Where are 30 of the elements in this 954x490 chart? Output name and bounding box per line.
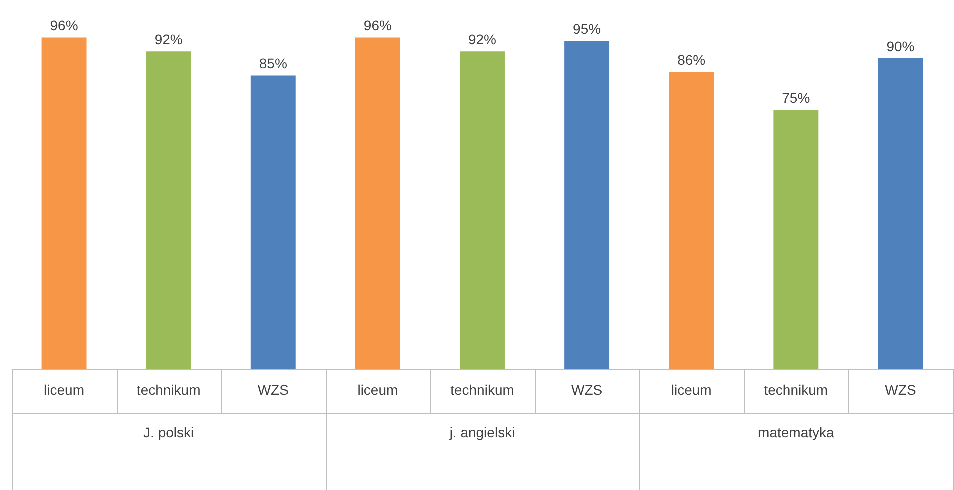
data-label: 92% — [468, 31, 497, 48]
data-label: 92% — [154, 31, 183, 48]
bar — [146, 52, 192, 370]
series-label: technikum — [450, 382, 514, 398]
bar — [355, 38, 400, 370]
bar — [564, 41, 610, 370]
bar — [460, 52, 505, 370]
data-label: 96% — [364, 18, 392, 34]
data-label: 95% — [573, 21, 602, 38]
data-label: 75% — [782, 90, 810, 106]
bar — [42, 38, 87, 370]
data-label: 90% — [886, 38, 915, 54]
text: WZS — [572, 382, 603, 398]
text: technikum — [136, 382, 201, 398]
text: technikum — [764, 382, 828, 398]
text: WZS — [885, 382, 916, 398]
bar — [878, 58, 924, 370]
x-tick-label: J. polski — [144, 424, 194, 440]
bar — [250, 76, 296, 370]
text: liceum — [358, 382, 398, 398]
series-label: WZS — [258, 382, 289, 398]
data-label: 96% — [50, 18, 78, 34]
bar — [774, 110, 819, 370]
x-tick-label: matematyka — [758, 424, 835, 440]
data-label: 86% — [678, 52, 706, 68]
data-label: 85% — [259, 56, 288, 72]
bar — [669, 72, 714, 370]
text: liceum — [671, 382, 712, 398]
x-tick-label: j. angielski — [448, 424, 516, 440]
series-label: liceum — [44, 382, 85, 398]
